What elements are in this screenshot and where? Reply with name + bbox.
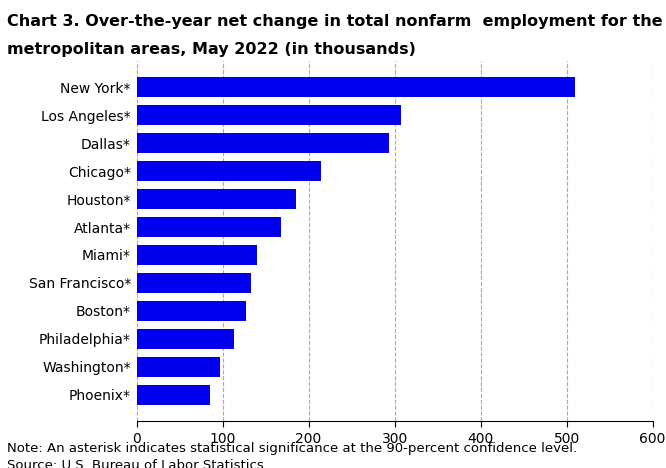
- Bar: [137, 77, 575, 97]
- Text: Chart 3. Over-the-year net change in total nonfarm  employment for the 12 larges: Chart 3. Over-the-year net change in tot…: [7, 14, 666, 29]
- Bar: [137, 161, 320, 181]
- Bar: [137, 357, 220, 377]
- Bar: [137, 105, 402, 125]
- Text: Note: An asterisk indicates statistical significance at the 90-percent confidenc: Note: An asterisk indicates statistical …: [7, 442, 577, 455]
- Bar: [137, 273, 251, 293]
- Bar: [137, 217, 281, 237]
- Bar: [137, 245, 257, 265]
- Bar: [137, 329, 234, 349]
- Bar: [137, 133, 388, 153]
- Text: metropolitan areas, May 2022 (in thousands): metropolitan areas, May 2022 (in thousan…: [7, 42, 416, 57]
- Bar: [137, 385, 210, 405]
- Bar: [137, 189, 296, 209]
- Text: Source: U.S. Bureau of Labor Statistics.: Source: U.S. Bureau of Labor Statistics.: [7, 459, 268, 468]
- Bar: [137, 301, 246, 321]
